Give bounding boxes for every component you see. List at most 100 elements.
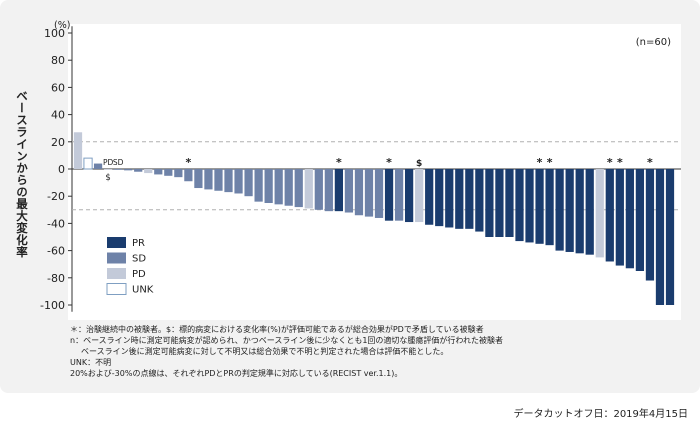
bar-marker: * [607, 156, 613, 169]
bar-pr [485, 169, 494, 237]
legend-swatch-pr [107, 237, 126, 248]
legend-label-pd: PD [132, 269, 146, 280]
y-tick-label: 60 [51, 81, 65, 94]
bar-pd [144, 169, 153, 174]
sample-size-label: (n=60) [636, 37, 671, 48]
legend-label-sd: SD [132, 254, 146, 265]
legend-swatch-unk [106, 283, 127, 295]
bar-sd [264, 169, 273, 203]
bar-pr [334, 169, 343, 212]
bar-sd [364, 169, 374, 217]
bar-sd [214, 169, 223, 191]
bar-marker: * [185, 156, 191, 169]
bar-marker: * [386, 156, 392, 169]
bar-sd [93, 163, 103, 169]
bar-pr [525, 169, 534, 243]
bar-sd [234, 169, 243, 194]
bar-sd [154, 169, 163, 175]
bar-pr [515, 169, 524, 242]
bar-sd [174, 169, 183, 178]
bar-sd [254, 169, 263, 202]
bar-sd [294, 169, 303, 208]
bar-pd [73, 132, 83, 169]
y-tick-label: 100 [44, 27, 65, 40]
bar-marker: * [647, 156, 653, 169]
y-tick-label: 20 [51, 136, 65, 149]
bar-sd [314, 169, 323, 210]
bar-pr [665, 169, 675, 305]
footnote-n: n：ベースライン時に測定可能病変が認められ、かつベースライン後に少なくとも1回の… [70, 336, 504, 345]
bar-sd [354, 169, 364, 216]
y-axis-label: ベースラインからの最大変化率 [15, 90, 29, 258]
footnote-asterisk: ＊：治験継続中の被験者。$：標的病変における変化率(%)が評価可能であるが総合効… [70, 325, 484, 334]
bar-pr [384, 169, 394, 221]
legend-label-pr: PR [132, 238, 145, 249]
y-tick-label: 0 [58, 163, 65, 176]
footnote-dotted-lines: 20%および-30%の点線は、それぞれPDとPRの判定規準に対応している(REC… [70, 369, 403, 378]
legend-swatch-sd [107, 252, 126, 264]
bar-pr [445, 169, 454, 228]
bar-sd [344, 169, 354, 213]
bar-sd [274, 169, 283, 205]
y-tick-label: -20 [47, 190, 65, 203]
bar-sd [204, 169, 213, 190]
bar-response-label: SD [113, 158, 124, 167]
bar-sd [124, 169, 133, 171]
bar-marker: $ [416, 159, 422, 169]
bar-pr [635, 169, 645, 271]
bar-sd [114, 169, 123, 170]
legend-label-unk: UNK [132, 285, 154, 296]
bar-pr [615, 169, 624, 266]
bar-pr [465, 169, 474, 229]
bar-marker: * [336, 156, 342, 169]
bar-sublabel: $ [105, 173, 110, 183]
footnotes: ＊：治験継続中の被験者。$：標的病変における変化率(%)が評価可能であるが総合効… [70, 324, 503, 379]
bar-pr [575, 169, 584, 254]
y-tick-label: -100 [40, 299, 65, 312]
bar-pr [505, 169, 514, 237]
bar-pd [304, 169, 313, 209]
bar-pr [455, 169, 464, 229]
bar-pr [535, 169, 544, 244]
footnote-n-continued: ベースライン後に測定可能病変に対して不明又は総合効果で不明と判定された場合は評価… [81, 347, 449, 356]
bar-sd [224, 169, 233, 193]
bar-unk [83, 157, 93, 170]
bar-sd [394, 169, 404, 221]
bar-pr [425, 169, 434, 225]
bar-sd [284, 169, 293, 206]
bar-sd [244, 169, 253, 197]
bar-pr [475, 169, 484, 232]
y-tick-label: -60 [47, 245, 65, 258]
bar-response-label: PD [103, 158, 114, 167]
data-cutoff-date: データカットオフ日：2019年4月15日 [513, 409, 688, 420]
y-tick-label: 40 [51, 109, 65, 122]
y-unit-label: (%) [54, 20, 70, 31]
y-tick-label: -80 [47, 272, 65, 285]
bar-pr [545, 169, 554, 246]
bar-marker: * [617, 156, 623, 169]
waterfall-chart: 100 80 60 40 20 0 -20 -40 -60 -80 -100 (%) (n=60) PD… [40, 20, 681, 312]
bar-sd [374, 169, 384, 218]
bar-pr [405, 169, 414, 223]
bar-pr [435, 169, 444, 227]
bar-sd [194, 169, 203, 189]
bar-pr [655, 169, 665, 305]
bar-pd [595, 169, 604, 258]
bar-pr [585, 169, 594, 255]
bar-sd [164, 169, 173, 176]
bar-sd [184, 169, 193, 182]
bar-pr [605, 169, 614, 262]
footnote-unk: UNK：不明 [70, 358, 112, 367]
bar-pr [555, 169, 564, 251]
bar-pr [495, 169, 504, 237]
bar-pr [625, 169, 634, 269]
y-tick-label: -40 [47, 217, 65, 230]
bar-pr [645, 169, 655, 281]
bar-pr [565, 169, 574, 252]
bar-pd [103, 169, 113, 170]
bar-sd [324, 169, 333, 212]
y-tick-label: 80 [51, 54, 65, 67]
bar-pd [415, 169, 424, 223]
legend-swatch-pd [107, 268, 126, 279]
bar-marker: * [537, 156, 543, 169]
